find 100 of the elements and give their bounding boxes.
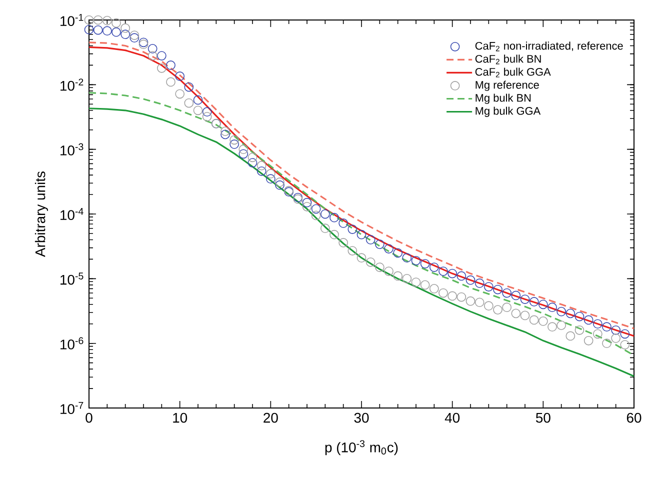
point [529, 315, 539, 325]
point [548, 302, 557, 312]
point [112, 18, 121, 28]
point [620, 340, 630, 350]
point [493, 284, 502, 294]
point [538, 316, 548, 326]
point [238, 149, 248, 159]
point [311, 210, 321, 220]
point [320, 209, 330, 219]
point [466, 275, 476, 285]
point [130, 30, 140, 40]
point [611, 325, 621, 335]
point [166, 60, 176, 70]
point [248, 152, 258, 162]
point [574, 312, 584, 322]
legend-label: CaF$_{2}$ bulk GGA [475, 68, 551, 78]
point [193, 106, 203, 116]
point [202, 112, 212, 122]
point [184, 82, 194, 92]
point [175, 72, 185, 81]
point [566, 308, 576, 318]
point [402, 253, 412, 263]
point [556, 320, 566, 330]
point [330, 212, 339, 222]
point [411, 278, 421, 287]
point [202, 107, 212, 117]
point [112, 27, 121, 37]
point [484, 301, 494, 311]
point [548, 322, 557, 332]
point [502, 288, 512, 298]
x-tick-label: 10 [173, 412, 188, 423]
point [384, 244, 394, 254]
point [256, 160, 266, 170]
point [511, 290, 521, 300]
y-axis-title: Arbitrary units [34, 172, 48, 257]
point [374, 240, 384, 249]
x-tick-label: 0 [86, 412, 92, 423]
point [474, 298, 484, 308]
y-tick-label: 10$^{-4}$ [60, 208, 84, 220]
point [84, 15, 94, 25]
point [120, 30, 130, 40]
y-tick-label: 10$^{-5}$ [60, 272, 84, 285]
point [584, 315, 594, 325]
point [348, 224, 358, 234]
legend-label: Mg reference [476, 80, 539, 91]
point [466, 296, 476, 306]
point [102, 16, 112, 26]
point [256, 166, 266, 176]
point [420, 259, 430, 268]
point [493, 305, 502, 314]
point [156, 63, 166, 73]
point [275, 180, 284, 190]
point [356, 253, 366, 263]
point [148, 51, 158, 60]
point [511, 308, 521, 318]
point [266, 174, 276, 184]
y-tick-label: 10$^{-6}$ [60, 337, 84, 350]
point [120, 23, 130, 33]
y-tick-label: 10$^{-1}$ [60, 14, 84, 26]
point [602, 322, 612, 332]
point [429, 262, 439, 272]
point [356, 230, 366, 240]
y-tick-label: 10$^{-7}$ [60, 402, 84, 414]
point [456, 271, 466, 281]
legend-label: CaF$_{2}$ bulk BN [475, 54, 541, 64]
point [420, 280, 430, 290]
point [592, 319, 602, 329]
point [156, 51, 166, 60]
point [556, 306, 566, 316]
point [220, 126, 230, 136]
point [574, 325, 584, 335]
point [302, 198, 312, 208]
x-tick-label: 60 [626, 412, 642, 423]
point [93, 25, 103, 35]
point [448, 291, 458, 301]
point [602, 338, 612, 348]
point [302, 202, 312, 212]
point [429, 284, 439, 294]
point [502, 302, 512, 312]
point [93, 15, 103, 25]
point [411, 256, 421, 266]
point [311, 204, 321, 214]
y-tick-label: 10$^{-2}$ [60, 78, 84, 91]
point [520, 294, 530, 304]
point [348, 246, 358, 256]
point [366, 235, 376, 244]
point [620, 329, 630, 339]
point [393, 271, 403, 281]
y-tick-label: 10$^{-3}$ [60, 143, 84, 156]
point [148, 44, 158, 54]
point [520, 310, 530, 320]
point [338, 218, 348, 228]
point [230, 140, 240, 149]
x-tick-label: 20 [264, 412, 278, 423]
point [366, 257, 376, 267]
point [374, 262, 384, 272]
point [184, 98, 194, 108]
x-axis-title: p (10$^{-3}$ m$_{0}$c) [325, 440, 398, 456]
point [102, 26, 112, 36]
point [393, 248, 403, 258]
